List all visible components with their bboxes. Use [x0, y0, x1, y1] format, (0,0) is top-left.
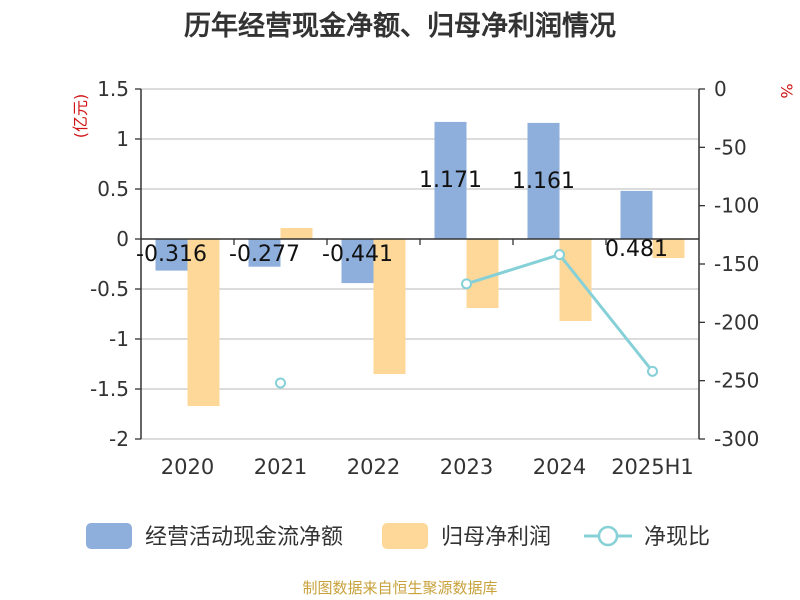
left-tick-label-4: -0.5 [90, 277, 129, 301]
ratio-line-segment-0 [466, 253, 560, 286]
bar-cashflow-2020 [155, 239, 188, 271]
right-tick-label-4: -200 [714, 310, 759, 334]
category-label-2025H1: 2025H1 [611, 455, 694, 479]
left-tick-label-3: 0 [116, 227, 129, 251]
legend-swatch-profit [382, 523, 428, 549]
data-label-cashflow-2024: 1.161 [512, 169, 575, 194]
category-label-2020: 2020 [161, 455, 214, 479]
data-label-cashflow-2021: -0.277 [229, 242, 300, 267]
left-tick-label-6: -1.5 [90, 377, 129, 401]
bar-cashflow-2022 [341, 239, 374, 284]
data-label-cashflow-2020: -0.316 [136, 242, 207, 267]
bar-cashflow-2021 [248, 239, 281, 267]
left-tick-label-5: -1 [109, 327, 129, 351]
bar-cashflow-2023 [434, 121, 467, 239]
left-tick-label-0: 1.5 [97, 77, 129, 101]
chart-title: 历年经营现金净额、归母净利润情况 [184, 11, 616, 42]
category-label-2022: 2022 [347, 455, 400, 479]
category-label-2021: 2021 [254, 455, 307, 479]
bar-cashflow-2024 [527, 122, 560, 239]
left-axis-unit: (亿元) [71, 94, 90, 139]
bars [155, 121, 685, 406]
data-label-cashflow-2022: -0.441 [322, 242, 393, 267]
ratio-point-2021 [275, 377, 286, 389]
right-tick-label-2: -100 [714, 194, 759, 218]
category-label-2024: 2024 [533, 455, 586, 479]
ratio-line [275, 249, 658, 389]
bar-profit-2020 [187, 239, 220, 406]
ratio-point-2024 [554, 249, 565, 261]
category-label-2023: 2023 [440, 455, 493, 479]
bar-profit-2021 [280, 228, 313, 239]
bar-cashflow-2025H1 [620, 190, 653, 239]
bar-profit-2025H1 [652, 239, 685, 258]
tick-labels: 1.5 1 0.5 0 -0.5 -1 -1.5 -2 0 -50 -100 -150 -200 -250… [90, 77, 759, 479]
axes [135, 88, 705, 440]
ratio-point-2023 [461, 278, 472, 290]
left-tick-label-2: 0.5 [97, 177, 129, 201]
bar-profit-2024 [559, 239, 592, 321]
right-tick-label-5: -250 [714, 369, 759, 393]
left-tick-label-1: 1 [116, 127, 129, 151]
legend-label-cashflow: 经营活动现金流净额 [145, 525, 343, 550]
legend: 经营活动现金流净额 归母净利润 净现比 [86, 523, 710, 550]
legend-marker-ratio [597, 525, 619, 547]
data-label-cashflow-2023: 1.171 [419, 168, 482, 193]
bar-profit-2023 [466, 239, 499, 308]
data-source: 制图数据来自恒生聚源数据库 [302, 579, 498, 597]
legend-swatch-cashflow [86, 523, 132, 549]
data-label-cashflow-2025H1: 0.481 [605, 237, 668, 262]
ratio-point-2025H1 [647, 365, 658, 377]
right-axis-unit: % [777, 83, 796, 98]
legend-label-ratio: 净现比 [644, 525, 710, 550]
grid-lines [141, 88, 699, 440]
ratio-line-segment-1 [558, 253, 654, 373]
right-tick-label-3: -150 [714, 252, 759, 276]
bar-profit-2022 [373, 239, 406, 374]
right-tick-label-6: -300 [714, 427, 759, 451]
right-tick-label-1: -50 [714, 135, 747, 159]
data-labels: -0.316 -0.277 -0.441 1.171 1.161 0.481 [136, 168, 668, 267]
right-tick-label-0: 0 [714, 77, 727, 101]
left-tick-label-7: -2 [109, 427, 129, 451]
legend-label-profit: 归母净利润 [441, 525, 551, 550]
